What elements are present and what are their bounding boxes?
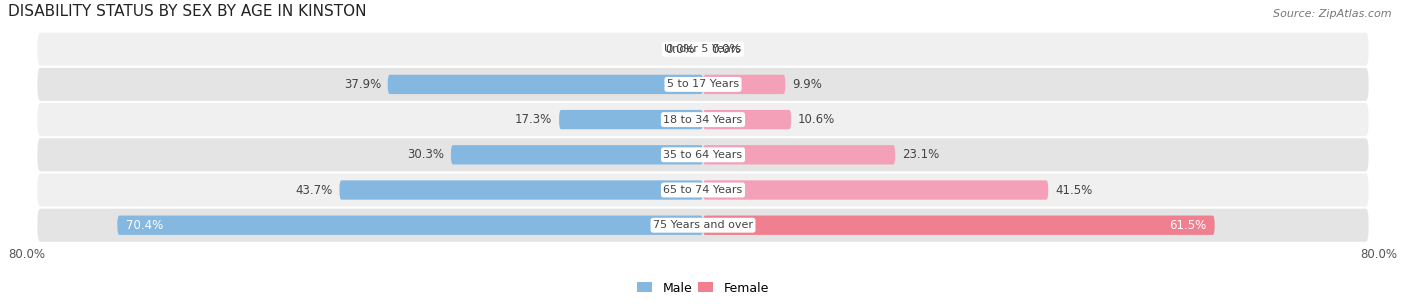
Text: Source: ZipAtlas.com: Source: ZipAtlas.com (1274, 9, 1392, 19)
Text: 41.5%: 41.5% (1054, 184, 1092, 196)
Text: 0.0%: 0.0% (711, 43, 741, 56)
Text: 5 to 17 Years: 5 to 17 Years (666, 79, 740, 89)
Text: 0.0%: 0.0% (665, 43, 695, 56)
FancyBboxPatch shape (388, 75, 703, 94)
FancyBboxPatch shape (117, 216, 703, 235)
FancyBboxPatch shape (38, 33, 1368, 66)
FancyBboxPatch shape (38, 174, 1368, 206)
Legend: Male, Female: Male, Female (633, 277, 773, 299)
Text: 17.3%: 17.3% (515, 113, 553, 126)
FancyBboxPatch shape (38, 209, 1368, 242)
Text: 65 to 74 Years: 65 to 74 Years (664, 185, 742, 195)
Text: 30.3%: 30.3% (408, 148, 444, 161)
Text: 80.0%: 80.0% (1361, 247, 1398, 261)
Text: 70.4%: 70.4% (125, 219, 163, 232)
FancyBboxPatch shape (703, 75, 786, 94)
FancyBboxPatch shape (38, 103, 1368, 136)
FancyBboxPatch shape (451, 145, 703, 164)
FancyBboxPatch shape (703, 216, 1215, 235)
Text: 35 to 64 Years: 35 to 64 Years (664, 150, 742, 160)
Text: 23.1%: 23.1% (901, 148, 939, 161)
Text: DISABILITY STATUS BY SEX BY AGE IN KINSTON: DISABILITY STATUS BY SEX BY AGE IN KINST… (8, 4, 367, 19)
Text: 10.6%: 10.6% (797, 113, 835, 126)
Text: 61.5%: 61.5% (1168, 219, 1206, 232)
FancyBboxPatch shape (38, 68, 1368, 101)
Text: 43.7%: 43.7% (295, 184, 333, 196)
FancyBboxPatch shape (560, 110, 703, 129)
FancyBboxPatch shape (703, 145, 896, 164)
FancyBboxPatch shape (339, 180, 703, 200)
FancyBboxPatch shape (703, 110, 792, 129)
FancyBboxPatch shape (38, 138, 1368, 171)
Text: 75 Years and over: 75 Years and over (652, 220, 754, 230)
Text: Under 5 Years: Under 5 Years (665, 44, 741, 54)
Text: 37.9%: 37.9% (344, 78, 381, 91)
Text: 9.9%: 9.9% (792, 78, 823, 91)
Text: 80.0%: 80.0% (8, 247, 45, 261)
FancyBboxPatch shape (703, 180, 1049, 200)
Text: 18 to 34 Years: 18 to 34 Years (664, 115, 742, 125)
